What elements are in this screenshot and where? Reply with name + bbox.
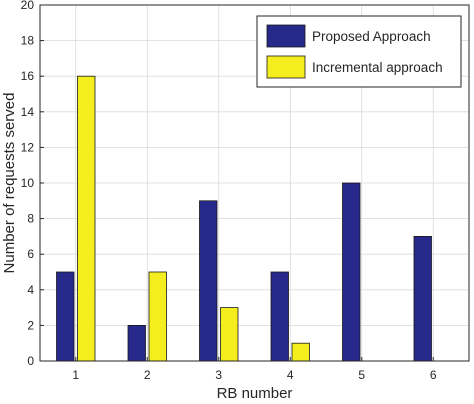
x-tick-label: 3 [215,368,222,382]
legend-label-2: Incremental approach [312,60,443,75]
x-tick-label: 4 [287,368,294,382]
bar-series-1-rb-3 [199,200,218,362]
legend-swatch-1 [266,24,306,48]
bar-series-2-rb-2 [148,271,167,362]
x-tick-label: 5 [358,368,365,382]
y-tick-label: 6 [27,247,34,261]
y-tick-label: 2 [27,318,34,332]
x-axis: 1 2 3 4 5 6 [72,357,437,382]
y-tick-label: 8 [27,212,34,226]
x-tick-label: 2 [144,368,151,382]
y-tick-label: 10 [21,176,35,190]
bar-series-1-rb-5 [342,182,361,362]
bar-series-2-rb-3 [220,307,239,362]
x-tick-label: 6 [430,368,437,382]
bar-series-1-rb-6 [413,235,432,362]
bar-series-2-rb-1 [77,75,96,362]
x-axis-label: RB number [217,385,293,402]
y-tick-label: 20 [21,0,35,12]
y-tick-label: 4 [27,283,34,297]
bar-series-2-rb-4 [291,342,310,362]
bar-series-1-rb-1 [56,271,75,362]
y-tick-label: 18 [21,34,35,48]
legend-label-1: Proposed Approach [312,29,431,44]
y-tick-label: 14 [21,105,35,119]
legend-swatch-2 [266,55,306,79]
y-tick-label: 0 [27,354,34,368]
y-axis: 0 2 4 6 8 10 12 14 16 18 20 [21,0,44,368]
x-tick-label: 1 [72,368,79,382]
bar-series-1-rb-4 [270,271,289,362]
y-axis-label: Number of requests served [1,93,18,274]
legend: Proposed Approach Incremental approach [256,15,462,88]
bar-series-1-rb-2 [127,324,146,362]
y-tick-label: 16 [21,69,35,83]
y-tick-label: 12 [21,140,35,154]
